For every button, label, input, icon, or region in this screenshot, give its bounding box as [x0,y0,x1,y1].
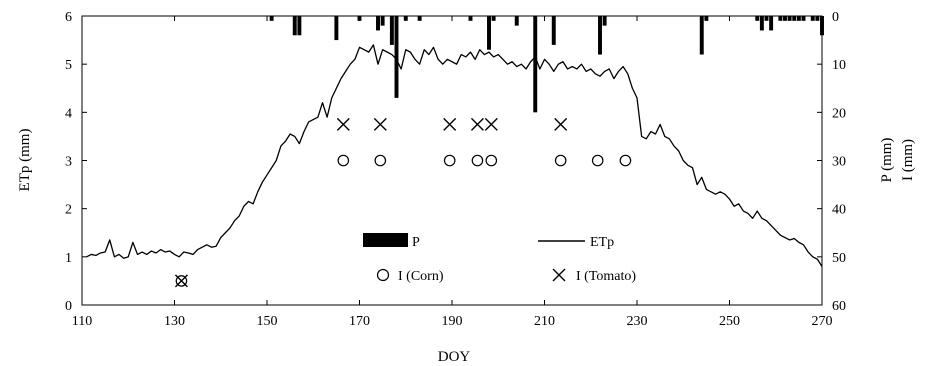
x-tick-label: 130 [164,314,185,329]
precipitation-bar [297,16,302,36]
x-tick-label: 190 [442,314,463,329]
legend-label-p: P [412,235,420,250]
precipitation-bar [755,16,760,21]
y-left-tick-label: 3 [65,155,72,170]
tomato-marker [174,274,188,288]
x-tick-label: 270 [812,314,833,329]
precipitation-bar [403,16,408,21]
precipitation-bar [792,16,797,21]
precipitation-bar [334,16,339,41]
y-axis-left: 0 1 2 3 4 5 6 [65,10,87,314]
tomato-marker [554,117,568,131]
y-right-tick-label: 40 [832,203,846,218]
precipitation-bar [389,16,394,45]
corn-marker [337,154,350,167]
precipitation-bar [810,16,815,21]
precipitation-bar [602,16,607,26]
x-tick-label: 230 [627,314,648,329]
irrigation-corn-series [175,154,632,287]
x-axis-title: DOY [438,349,471,365]
precipitation-bar [801,16,806,21]
x-tick-label: 210 [534,314,555,329]
precipitation-bar [796,16,801,21]
y-right-tick-label: 0 [832,10,839,25]
irrigation-tomato-series [174,117,568,288]
precipitation-bar [787,16,792,21]
precipitation-bar [820,16,824,36]
precipitation-bars [269,16,824,113]
y-right-tick-label: 10 [832,58,846,73]
y-right-tick-label: 60 [832,299,846,314]
x-axis: 110 130 150 170 190 210 230 250 270 [72,16,833,329]
corn-marker [374,154,387,167]
tomato-marker [336,117,350,131]
y-right-tick-label: 50 [832,251,846,266]
legend-swatch-p [363,233,408,247]
y-left-tick-label: 1 [65,251,72,266]
precipitation-bar [292,16,297,36]
precipitation-bar [487,16,491,50]
legend-swatch-i-corn [376,268,390,282]
precipitation-bar [764,16,769,21]
precipitation-bar [815,16,820,21]
y-right-tick-label: 20 [832,106,846,121]
precipitation-bar [699,16,704,55]
corn-marker [554,154,567,167]
y-left-tick-label: 6 [65,10,72,25]
y-left-tick-label: 5 [65,58,72,73]
y-left-tick-label: 2 [65,203,72,218]
precipitation-bar [468,16,473,21]
corn-marker [175,275,188,287]
legend-label-i-tomato: I (Tomato) [576,269,636,284]
x-tick-label: 150 [257,314,278,329]
precipitation-bar [269,16,274,21]
x-tick-label: 110 [72,314,92,329]
legend-label-etp: ETp [590,235,614,250]
tomato-marker [443,117,457,131]
precipitation-bar [376,16,380,31]
x-tick-label: 250 [719,314,740,329]
legend-swatch-i-tomato [552,268,566,282]
precipitation-bar [551,16,556,45]
corn-marker [485,154,498,167]
etp-line [86,44,823,267]
precipitation-bar [394,16,399,98]
precipitation-bar [759,16,764,31]
corn-marker [619,154,632,167]
precipitation-bar [417,16,422,21]
legend-label-i-corn: I (Corn) [398,269,444,284]
y-axis-left-title: ETp (mm) [17,129,33,192]
y-right-tick-label: 30 [832,155,846,170]
x-tick-label: 170 [349,314,370,329]
corn-marker [443,154,456,167]
tomato-marker [373,117,387,131]
precipitation-bar [514,16,519,26]
y-axis-right-title-i: I (mm) [900,139,916,181]
precipitation-bar [380,16,385,26]
precipitation-bar [533,16,538,113]
y-axis-right-title-p: P (mm) [879,138,895,183]
precipitation-bar [783,16,787,21]
precipitation-bar [491,16,496,21]
precipitation-bar [704,16,709,21]
precipitation-bar [778,16,783,21]
legend: P ETp I (Corn) I (Tomato) [363,233,636,284]
tomato-marker [470,117,484,131]
corn-marker [471,154,484,167]
corn-marker [591,154,604,167]
plot-frame [81,15,823,306]
etp-series [86,44,823,267]
plot-area [81,15,823,306]
y-left-tick-label: 0 [65,299,72,314]
tomato-marker [484,117,498,131]
y-left-tick-label: 4 [65,106,72,121]
precipitation-bar [769,16,774,31]
precipitation-bar [598,16,602,55]
y-axis-right: 0 10 20 30 40 50 60 [817,10,846,314]
